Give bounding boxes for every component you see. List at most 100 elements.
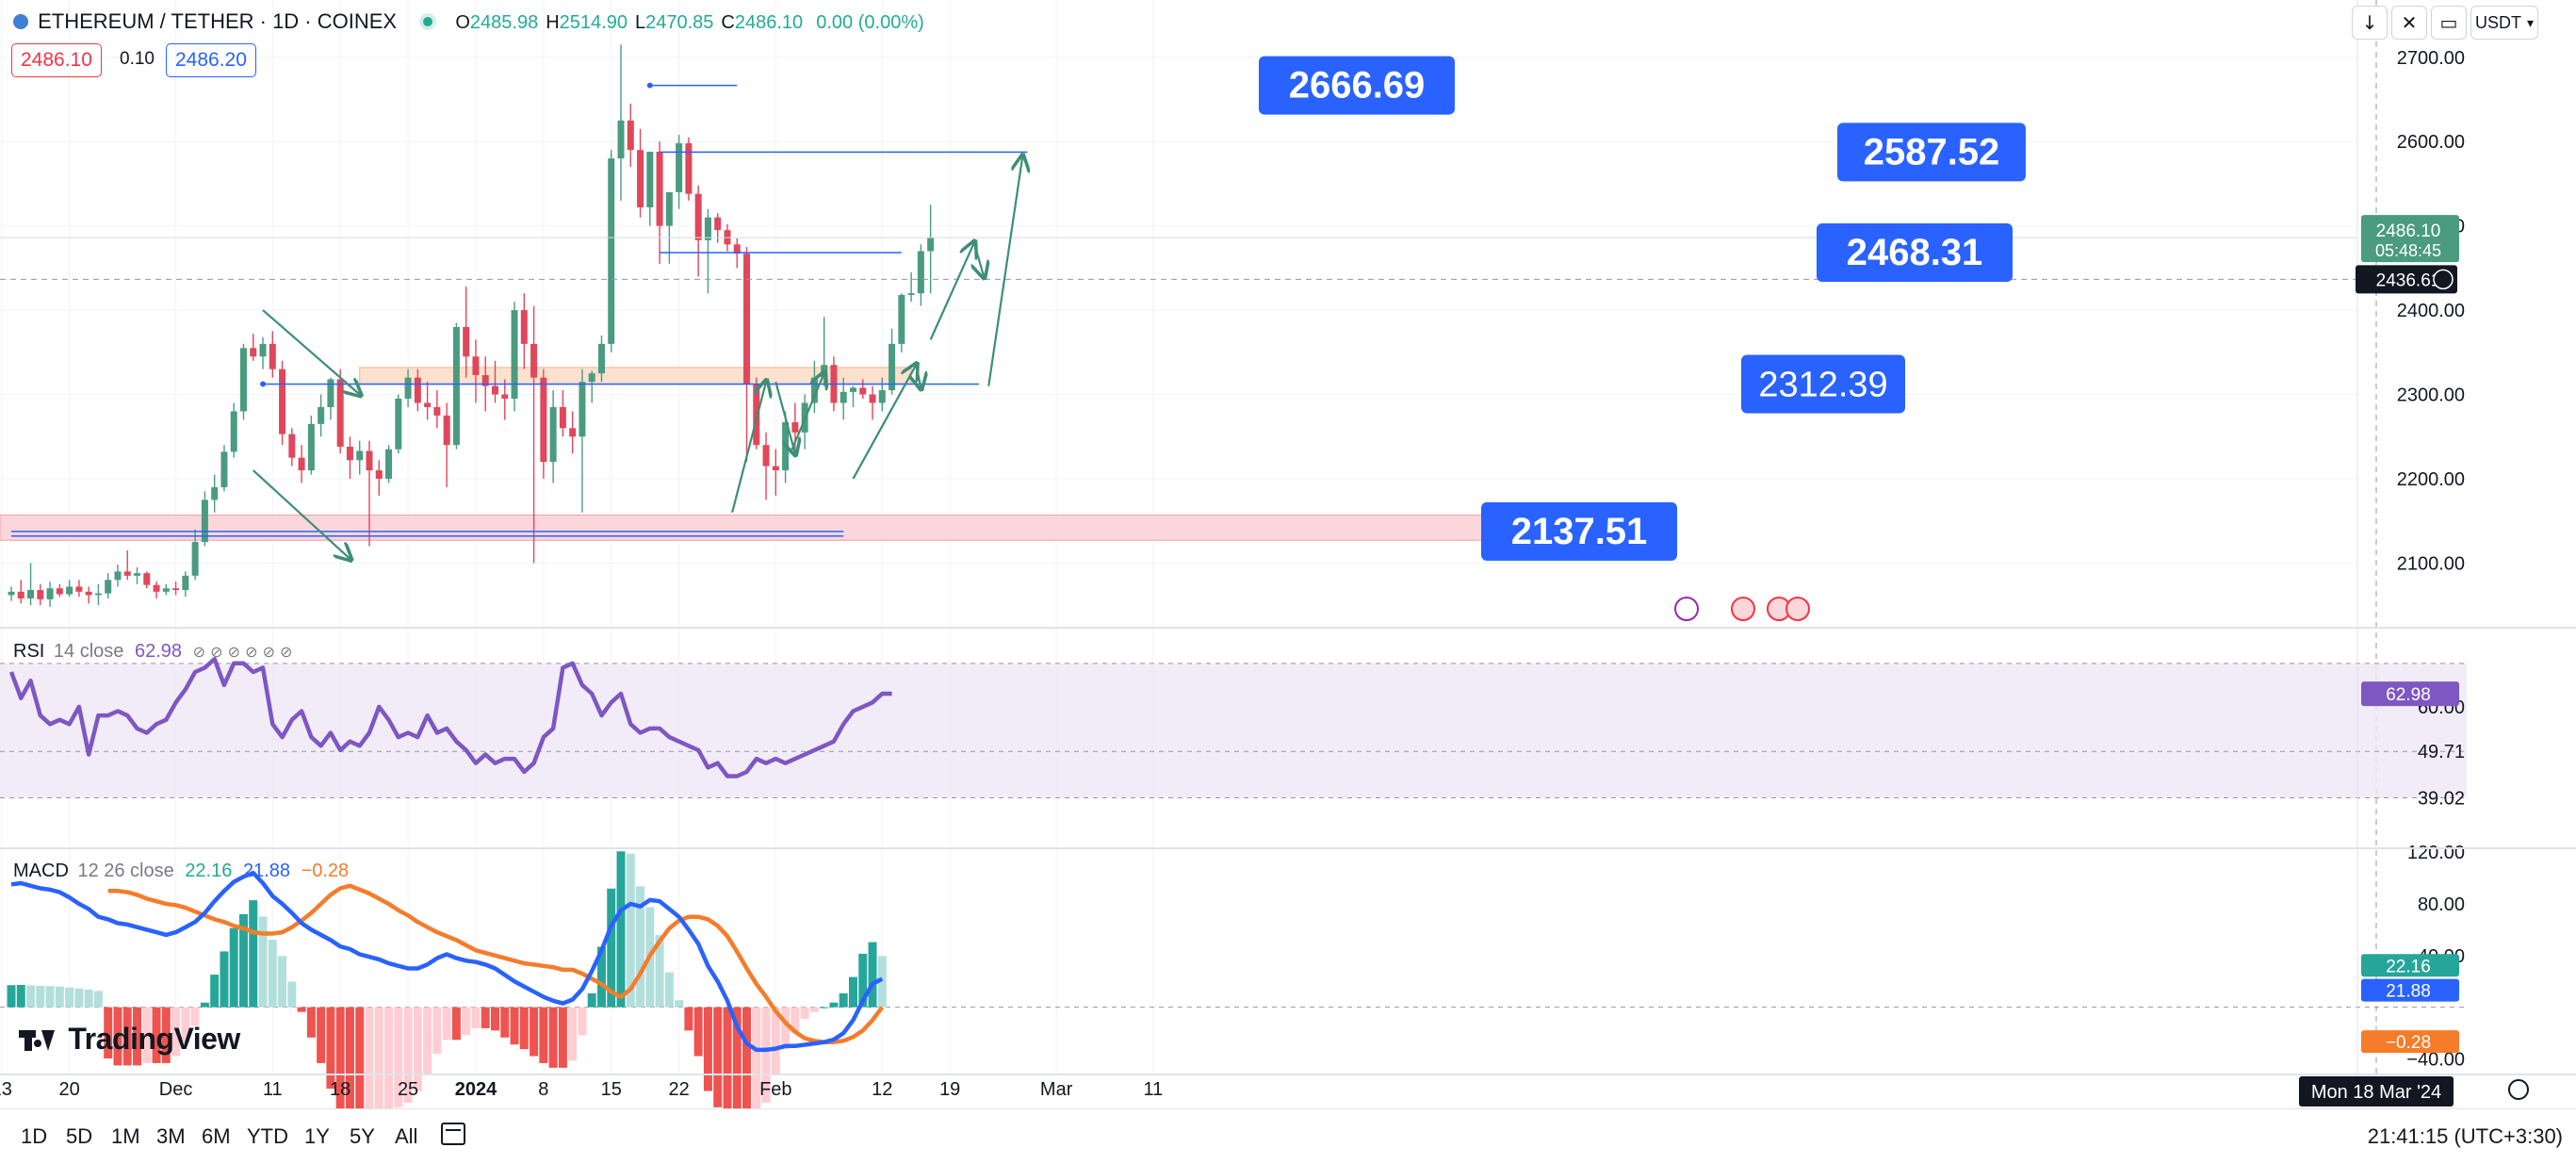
candle[interactable] <box>46 582 54 607</box>
candle[interactable] <box>356 440 364 475</box>
candle[interactable] <box>917 244 924 306</box>
symbol-legend[interactable]: ETHEREUM / TETHER · 1D · COINEX O2485.98… <box>13 9 924 34</box>
price-annotation[interactable]: 2137.51 <box>1481 501 1677 561</box>
candle[interactable] <box>637 128 644 218</box>
candle[interactable] <box>66 580 73 598</box>
candle[interactable] <box>172 582 180 596</box>
candle[interactable] <box>162 583 170 596</box>
candle[interactable] <box>433 390 441 429</box>
candle[interactable] <box>869 385 876 420</box>
candle[interactable] <box>762 432 770 500</box>
candle[interactable] <box>694 185 702 277</box>
candle[interactable] <box>608 150 615 352</box>
macd-line[interactable] <box>10 870 884 1053</box>
candle[interactable] <box>8 586 15 601</box>
lightning-event-icon[interactable] <box>1674 597 1699 621</box>
candle[interactable] <box>414 369 421 412</box>
calendar-range-icon[interactable] <box>441 1123 465 1145</box>
candle[interactable] <box>579 369 586 513</box>
price-annotation[interactable]: 2312.39 <box>1741 354 1905 414</box>
arrow-down-icon[interactable]: ↓ <box>2352 6 2388 40</box>
candle[interactable] <box>346 436 353 479</box>
candle[interactable] <box>443 402 450 487</box>
candle[interactable] <box>501 379 509 420</box>
candle[interactable] <box>540 369 547 479</box>
candle[interactable] <box>250 334 257 361</box>
candle[interactable] <box>404 369 412 407</box>
candle[interactable] <box>588 370 595 403</box>
fullscreen-icon[interactable]: ▭ <box>2431 6 2467 40</box>
trend-arrow[interactable] <box>852 365 916 480</box>
range-1m[interactable]: 1M <box>111 1124 140 1148</box>
candle[interactable] <box>288 428 296 467</box>
candle[interactable] <box>424 382 432 420</box>
settings-gear-icon[interactable] <box>2508 1079 2529 1100</box>
tradingview-logo[interactable]: TradingView <box>19 1022 240 1057</box>
candle[interactable] <box>714 213 722 243</box>
candle[interactable] <box>56 583 63 598</box>
rsi-line[interactable] <box>8 656 892 779</box>
candle[interactable] <box>182 571 189 598</box>
signal-line[interactable] <box>107 883 885 1044</box>
candle[interactable] <box>220 445 228 492</box>
candle[interactable] <box>75 580 83 598</box>
candle[interactable] <box>123 549 131 581</box>
candle[interactable] <box>772 449 779 496</box>
candle[interactable] <box>114 565 122 587</box>
price-annotation[interactable]: 2666.69 <box>1259 56 1455 115</box>
candle[interactable] <box>704 208 711 294</box>
buy-price-button[interactable]: 2486.20 <box>166 43 256 77</box>
candle[interactable] <box>898 293 905 352</box>
candle[interactable] <box>395 394 402 454</box>
candle[interactable] <box>676 135 683 209</box>
candle[interactable] <box>646 151 654 226</box>
collapse-icon[interactable]: ✕ <box>2391 6 2427 40</box>
candle[interactable] <box>472 339 480 403</box>
candle[interactable] <box>85 586 92 604</box>
candle[interactable] <box>520 293 528 369</box>
candle[interactable] <box>927 205 935 294</box>
candle[interactable] <box>859 379 867 399</box>
candle[interactable] <box>27 563 35 606</box>
candle[interactable] <box>17 580 24 604</box>
range-6m[interactable]: 6M <box>202 1124 231 1148</box>
currency-select[interactable]: USDT ▾ <box>2470 6 2538 40</box>
flag-event-icon[interactable] <box>1731 597 1755 621</box>
trend-arrow[interactable] <box>974 242 984 277</box>
candle[interactable] <box>298 445 305 484</box>
candle[interactable] <box>849 385 856 407</box>
candle[interactable] <box>230 402 237 458</box>
candle[interactable] <box>530 305 538 564</box>
trend-arrow[interactable] <box>929 243 974 340</box>
candle[interactable] <box>549 390 557 484</box>
add-alert-icon[interactable] <box>2433 269 2454 290</box>
rsi-legend[interactable]: RSI 14 close 62.98 ⊘ ⊘ ⊘ ⊘ ⊘ ⊘ <box>13 641 292 663</box>
candle[interactable] <box>685 137 693 201</box>
flag-event-icon[interactable] <box>1785 597 1810 621</box>
candle[interactable] <box>307 415 315 475</box>
candle[interactable] <box>105 573 112 598</box>
candle[interactable] <box>617 44 625 201</box>
candle[interactable] <box>143 571 151 589</box>
candle[interactable] <box>597 335 605 383</box>
candle[interactable] <box>656 141 663 264</box>
trend-arrow[interactable] <box>262 309 360 394</box>
candle[interactable] <box>463 287 470 378</box>
candle[interactable] <box>239 343 247 420</box>
candle[interactable] <box>375 460 383 496</box>
candle[interactable] <box>269 331 276 378</box>
drawings[interactable]: 2666.69 2587.52 2468.31 2312.39 2137.51 <box>0 0 2377 1074</box>
candle[interactable] <box>801 394 808 450</box>
range-1d[interactable]: 1D <box>21 1124 48 1148</box>
candle[interactable] <box>511 302 518 412</box>
trend-arrow[interactable] <box>916 364 921 387</box>
candle[interactable] <box>385 445 393 484</box>
candle[interactable] <box>336 369 344 454</box>
range-5y[interactable]: 5Y <box>350 1124 375 1148</box>
candle[interactable] <box>366 440 373 547</box>
candle[interactable] <box>94 583 102 606</box>
range-ytd[interactable]: YTD <box>247 1124 288 1148</box>
trend-arrow[interactable] <box>774 381 795 453</box>
